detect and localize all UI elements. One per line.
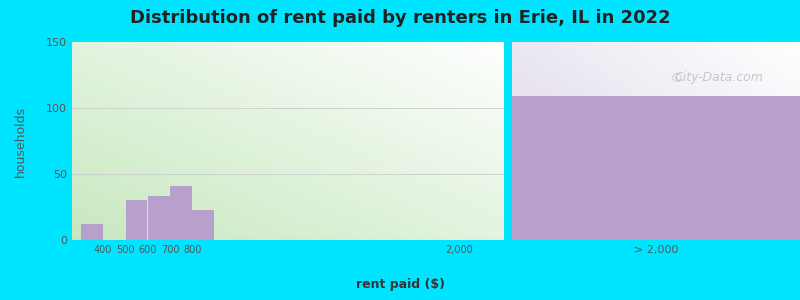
Bar — [170, 186, 192, 240]
Bar — [512, 96, 800, 240]
Text: ⊙: ⊙ — [670, 70, 682, 85]
Text: Distribution of rent paid by renters in Erie, IL in 2022: Distribution of rent paid by renters in … — [130, 9, 670, 27]
Text: households: households — [14, 105, 26, 177]
Text: rent paid ($): rent paid ($) — [355, 278, 445, 291]
Bar — [148, 196, 170, 240]
Text: City-Data.com: City-Data.com — [675, 71, 764, 84]
Bar — [81, 224, 103, 240]
Bar — [193, 210, 214, 240]
Bar — [126, 200, 147, 240]
